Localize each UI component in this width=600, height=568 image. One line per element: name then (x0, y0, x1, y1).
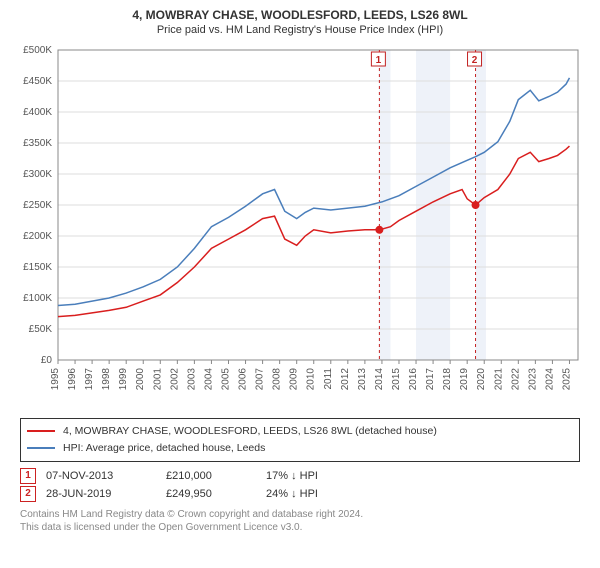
svg-text:1: 1 (376, 55, 382, 66)
svg-text:2017: 2017 (425, 368, 436, 391)
svg-text:2: 2 (472, 55, 478, 66)
svg-text:1996: 1996 (67, 368, 78, 391)
footer-line: Contains HM Land Registry data © Crown c… (20, 508, 580, 521)
svg-text:2011: 2011 (323, 368, 334, 390)
sale-price: £210,000 (166, 470, 266, 482)
svg-text:£350K: £350K (23, 138, 52, 149)
svg-text:2002: 2002 (169, 368, 180, 391)
sale-diff: 17% ↓ HPI (266, 470, 386, 482)
footer-line: This data is licensed under the Open Gov… (20, 521, 580, 534)
svg-text:2023: 2023 (527, 368, 538, 391)
sales-list: 1 07-NOV-2013£210,00017% ↓ HPI 2 28-JUN-201… (0, 468, 600, 502)
svg-text:£450K: £450K (23, 76, 52, 87)
svg-text:2009: 2009 (289, 368, 300, 391)
svg-text:1998: 1998 (101, 368, 112, 391)
svg-text:£100K: £100K (23, 293, 52, 304)
sale-price: £249,950 (166, 488, 266, 500)
svg-text:2010: 2010 (306, 368, 317, 391)
chart-svg: £0 £50K £100K £150K £200K £250K £300K £350K £400… (10, 40, 590, 410)
svg-text:£0: £0 (41, 355, 53, 366)
svg-text:£500K: £500K (23, 45, 52, 56)
svg-text:£200K: £200K (23, 231, 52, 242)
svg-text:2008: 2008 (272, 368, 283, 391)
price-chart: £0 £50K £100K £150K £200K £250K £300K £350K £400… (10, 40, 590, 410)
svg-text:2012: 2012 (340, 368, 351, 391)
svg-text:1997: 1997 (84, 368, 95, 391)
svg-text:2001: 2001 (152, 368, 163, 391)
svg-text:2013: 2013 (357, 368, 368, 391)
sale-row: 1 07-NOV-2013£210,00017% ↓ HPI (20, 468, 580, 484)
svg-text:2004: 2004 (203, 368, 214, 391)
legend-item: HPI: Average price, detached house, Leed… (27, 440, 573, 457)
sale-row: 2 28-JUN-2019£249,95024% ↓ HPI (20, 486, 580, 502)
legend-swatch (27, 430, 55, 432)
legend-item: 4, MOWBRAY CHASE, WOODLESFORD, LEEDS, LS… (27, 423, 573, 440)
sale-date: 28-JUN-2019 (46, 488, 166, 500)
svg-text:2005: 2005 (220, 368, 231, 391)
sale-marker: 2 (20, 486, 36, 502)
svg-text:2000: 2000 (135, 368, 146, 391)
svg-text:2024: 2024 (544, 368, 555, 391)
svg-text:2018: 2018 (442, 368, 453, 391)
legend-label: HPI: Average price, detached house, Leed… (63, 440, 265, 457)
legend-label: 4, MOWBRAY CHASE, WOODLESFORD, LEEDS, LS… (63, 423, 437, 440)
svg-text:2019: 2019 (459, 368, 470, 391)
page-subtitle: Price paid vs. HM Land Registry's House … (0, 24, 600, 36)
svg-text:£300K: £300K (23, 169, 52, 180)
sale-date: 07-NOV-2013 (46, 470, 166, 482)
svg-text:2021: 2021 (493, 368, 504, 391)
sale-marker: 1 (20, 468, 36, 484)
svg-text:2003: 2003 (186, 368, 197, 391)
svg-text:2007: 2007 (255, 368, 266, 391)
svg-text:£250K: £250K (23, 200, 52, 211)
legend: 4, MOWBRAY CHASE, WOODLESFORD, LEEDS, LS… (20, 418, 580, 462)
sale-diff: 24% ↓ HPI (266, 488, 386, 500)
svg-text:1995: 1995 (50, 368, 61, 391)
svg-text:£50K: £50K (29, 324, 53, 335)
svg-text:2015: 2015 (391, 368, 402, 391)
svg-text:2014: 2014 (374, 368, 385, 391)
svg-text:1999: 1999 (118, 368, 129, 391)
svg-text:2025: 2025 (561, 368, 572, 391)
page-title: 4, MOWBRAY CHASE, WOODLESFORD, LEEDS, LS… (0, 8, 600, 22)
svg-text:2020: 2020 (476, 368, 487, 391)
svg-text:2016: 2016 (408, 368, 419, 391)
legend-swatch (27, 447, 55, 449)
svg-text:2006: 2006 (238, 368, 249, 391)
svg-text:2022: 2022 (510, 368, 521, 391)
svg-text:£400K: £400K (23, 107, 52, 118)
footer: Contains HM Land Registry data © Crown c… (20, 508, 580, 534)
svg-text:£150K: £150K (23, 262, 52, 273)
